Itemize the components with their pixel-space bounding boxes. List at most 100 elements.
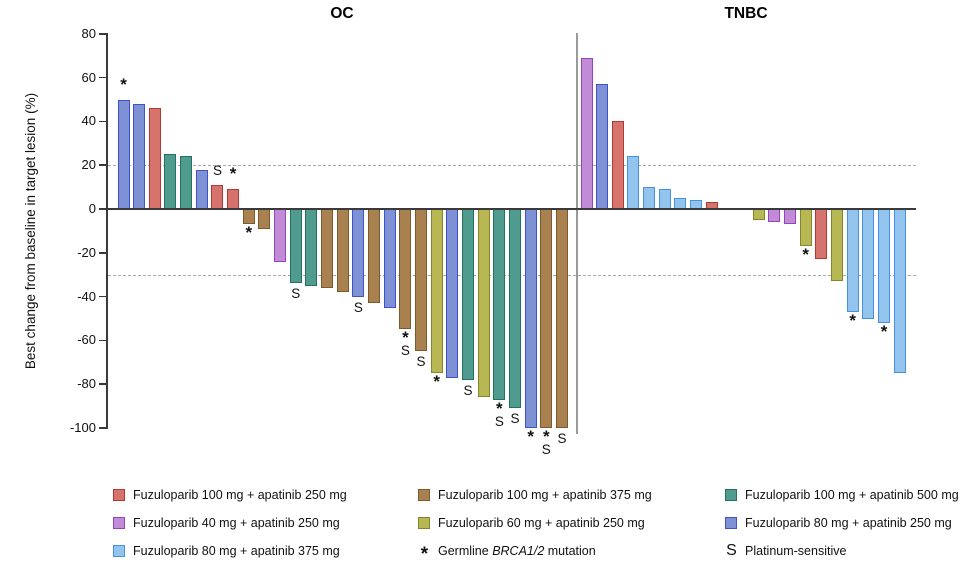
y-tick-label: 0 xyxy=(88,201,96,216)
legend-label: Platinum-sensitive xyxy=(745,544,847,558)
bar-tnbc-5 xyxy=(643,187,656,209)
bar-oc-14 xyxy=(321,209,334,288)
bar-oc-24 xyxy=(477,209,490,398)
y-tick-label: 60 xyxy=(81,69,96,85)
y-tick-mark xyxy=(99,295,106,298)
brca-mutation-marker: * xyxy=(880,321,888,341)
y-tick-mark xyxy=(99,427,106,429)
platinum-sensitive-marker: S xyxy=(353,299,363,315)
s-marker-icon: S xyxy=(726,542,737,559)
platinum-sensitive-marker: S xyxy=(400,343,410,359)
bar-tnbc-4 xyxy=(627,156,640,209)
y-tick-mark xyxy=(99,76,106,79)
platinum-sensitive-marker: S xyxy=(416,354,426,370)
legend-label: Fuzuloparib 40 mg + apatinib 250 mg xyxy=(133,516,340,530)
legend-item-yellow: Fuzuloparib 60 mg + apatinib 250 mg xyxy=(418,515,645,531)
legend-swatch-teal xyxy=(725,489,737,501)
y-tick-label: -60 xyxy=(77,332,96,348)
bar-oc-17 xyxy=(368,209,381,304)
brca-mutation-marker: * xyxy=(245,223,253,243)
legend-item-platinum-sensitive: S Platinum-sensitive xyxy=(725,542,847,559)
legend-swatch-sky xyxy=(113,545,125,557)
brca-mutation-marker: * xyxy=(120,74,127,94)
bar-oc-7 xyxy=(211,184,224,209)
bar-tnbc-19 xyxy=(893,209,906,374)
legend-label: Fuzuloparib 60 mg + apatinib 250 mg xyxy=(438,516,645,530)
y-tick-label: 80 xyxy=(81,25,96,41)
brca-mutation-marker: * xyxy=(402,328,409,348)
brca-mutation-marker: * xyxy=(229,164,237,184)
y-tick-label: -20 xyxy=(77,244,96,260)
reference-line-20 xyxy=(108,165,916,167)
legend-swatch-orchid xyxy=(113,517,125,529)
legend-item-brown: Fuzuloparib 100 mg + apatinib 375 mg xyxy=(418,487,652,503)
bar-oc-27 xyxy=(524,209,537,428)
y-tick-mark xyxy=(99,33,106,35)
y-axis-line xyxy=(106,32,108,429)
legend-label: Germline BRCA1/2 mutation xyxy=(438,544,596,558)
legend-item-orchid: Fuzuloparib 40 mg + apatinib 250 mg xyxy=(113,515,340,531)
bar-tnbc-2 xyxy=(596,84,609,209)
platinum-sensitive-marker: S xyxy=(557,431,567,446)
bar-oc-16 xyxy=(352,209,365,297)
bar-oc-8 xyxy=(227,189,240,209)
y-tick-label: 20 xyxy=(81,157,96,173)
platinum-sensitive-marker: S xyxy=(212,162,222,178)
legend-item-sky: Fuzuloparib 80 mg + apatinib 375 mg xyxy=(113,543,340,559)
platinum-sensitive-marker: S xyxy=(541,442,551,457)
legend-item-slate: Fuzuloparib 80 mg + apatinib 250 mg xyxy=(725,515,952,531)
bar-oc-23 xyxy=(462,209,475,380)
bar-oc-4 xyxy=(164,154,177,209)
bar-oc-22 xyxy=(446,209,459,378)
zero-baseline xyxy=(108,208,916,210)
bar-oc-19 xyxy=(399,209,412,330)
brca-mutation-marker: * xyxy=(527,427,534,446)
bar-oc-26 xyxy=(509,209,521,409)
platinum-sensitive-marker: S xyxy=(463,382,473,398)
bar-oc-28 xyxy=(540,209,553,428)
bar-oc-13 xyxy=(305,209,318,286)
bar-oc-2 xyxy=(133,103,146,209)
y-tick-label: -40 xyxy=(77,288,96,304)
legend-swatch-brown xyxy=(418,489,430,501)
group-title-tnbc: TNBC xyxy=(724,5,768,22)
platinum-sensitive-marker: S xyxy=(291,286,301,302)
bar-tnbc-18 xyxy=(878,209,891,323)
bar-tnbc-16 xyxy=(846,209,859,312)
y-tick-label: -80 xyxy=(77,376,96,392)
bar-oc-21 xyxy=(430,209,443,374)
legend-label: Fuzuloparib 80 mg + apatinib 375 mg xyxy=(133,544,340,558)
bar-oc-1 xyxy=(117,99,130,209)
y-axis-title: Best change from baseline in target lesi… xyxy=(23,92,38,370)
bar-tnbc-1 xyxy=(580,57,593,209)
bar-tnbc-14 xyxy=(815,209,828,260)
bar-tnbc-13 xyxy=(799,209,812,247)
y-tick-mark xyxy=(99,120,106,123)
legend-swatch-red xyxy=(113,489,125,501)
brca-mutation-marker: * xyxy=(802,245,810,265)
brca-mutation-marker: * xyxy=(496,398,503,418)
bar-tnbc-15 xyxy=(831,209,844,282)
bar-tnbc-10 xyxy=(752,209,765,220)
brca-mutation-marker: * xyxy=(433,372,440,392)
legend-label: Fuzuloparib 80 mg + apatinib 250 mg xyxy=(745,516,952,530)
bar-oc-10 xyxy=(258,209,271,229)
bar-oc-20 xyxy=(415,209,428,352)
platinum-sensitive-marker: S xyxy=(494,413,504,429)
bar-oc-12 xyxy=(289,209,302,284)
bar-oc-11 xyxy=(274,209,287,262)
bar-tnbc-3 xyxy=(611,121,624,209)
y-tick-mark xyxy=(99,339,106,342)
group-title-oc: OC xyxy=(330,5,354,22)
y-tick-mark xyxy=(99,252,106,254)
bar-oc-5 xyxy=(180,156,193,209)
y-tick-mark xyxy=(99,383,106,385)
y-tick-mark xyxy=(99,208,106,210)
bar-tnbc-6 xyxy=(658,189,671,209)
legend-label: Fuzuloparib 100 mg + apatinib 250 mg xyxy=(133,488,347,502)
bar-oc-29 xyxy=(555,209,568,428)
brca-mutation-marker: * xyxy=(849,310,857,330)
legend-label: Fuzuloparib 100 mg + apatinib 375 mg xyxy=(438,488,652,502)
bar-tnbc-12 xyxy=(784,209,797,225)
